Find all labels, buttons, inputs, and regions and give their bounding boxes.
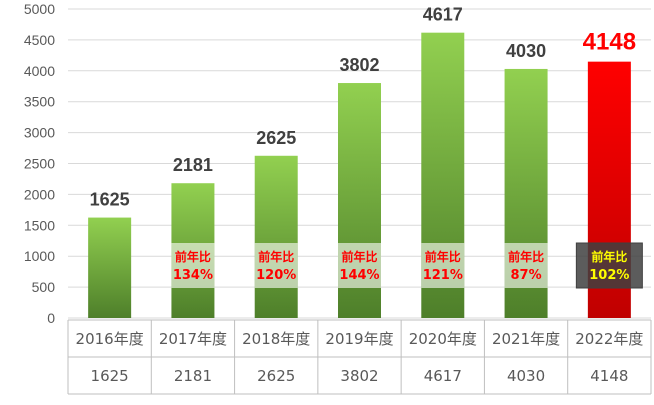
data-label: 2625 xyxy=(256,128,296,148)
x-tick-label: 2019年度 xyxy=(325,330,393,348)
yoy-value: 134% xyxy=(173,268,213,283)
y-tick-label: 4500 xyxy=(24,32,55,48)
y-tick-label: 3000 xyxy=(24,125,55,141)
yoy-label: 前年比 xyxy=(508,249,544,264)
yoy-value: 121% xyxy=(423,268,463,283)
yoy-value: 120% xyxy=(256,268,296,283)
yoy-label: 前年比 xyxy=(175,249,211,264)
yoy-badge xyxy=(421,243,465,288)
table-value: 4148 xyxy=(590,367,628,385)
yoy-badge xyxy=(254,243,298,288)
y-tick-label: 2500 xyxy=(24,156,55,172)
y-axis: 0 500 1000 1500 2000 2500 3000 3500 4000 4500 5000 xyxy=(24,1,55,326)
data-label: 4030 xyxy=(506,41,546,61)
x-tick-label: 2017年度 xyxy=(159,330,227,348)
yoy-label: 前年比 xyxy=(341,249,377,264)
y-tick-label: 2000 xyxy=(24,186,55,202)
x-tick-label: 2016年度 xyxy=(76,330,144,348)
y-tick-label: 3500 xyxy=(24,94,55,110)
table-value: 2625 xyxy=(257,367,295,385)
yoy-label: 前年比 xyxy=(425,249,461,264)
table-value: 1625 xyxy=(91,367,129,385)
data-label: 4148 xyxy=(583,29,636,56)
x-tick-label: 2020年度 xyxy=(409,330,477,348)
yoy-value: 144% xyxy=(339,268,379,283)
x-tick-label: 2018年度 xyxy=(242,330,310,348)
data-table: 2016年度 1625 2017年度 2181 2018年度 2625 2019年度 3802… xyxy=(67,319,652,395)
data-label: 1625 xyxy=(90,190,130,210)
bar xyxy=(88,217,132,318)
table-value: 3802 xyxy=(340,367,378,385)
yoy-badge xyxy=(171,243,215,288)
yoy-badge xyxy=(338,243,381,288)
table-value: 4617 xyxy=(424,367,462,385)
yoy-badge xyxy=(504,243,548,288)
table-value: 2181 xyxy=(174,367,212,385)
data-label: 4617 xyxy=(423,5,463,25)
yoy-value: 102% xyxy=(589,268,629,283)
yoy-label: 前年比 xyxy=(591,249,627,264)
y-tick-label: 4000 xyxy=(24,63,55,79)
y-tick-label: 500 xyxy=(32,279,56,295)
data-label: 3802 xyxy=(339,55,379,75)
y-tick-label: 1000 xyxy=(24,248,55,264)
bars: 1625 2181 前年比 134% 2625 前年比 120% 3802 前年比 144% 461… xyxy=(88,5,643,319)
x-tick-label: 2021年度 xyxy=(492,330,560,348)
yoy-badge xyxy=(575,242,643,289)
yoy-value: 87% xyxy=(511,268,542,283)
y-tick-label: 5000 xyxy=(24,1,55,17)
y-tick-label: 1500 xyxy=(24,217,55,233)
y-tick-label: 0 xyxy=(47,310,55,326)
yoy-label: 前年比 xyxy=(258,249,294,264)
table-value: 4030 xyxy=(507,367,545,385)
x-tick-label: 2022年度 xyxy=(575,330,643,348)
data-label: 2181 xyxy=(173,155,213,175)
bar xyxy=(254,155,298,318)
